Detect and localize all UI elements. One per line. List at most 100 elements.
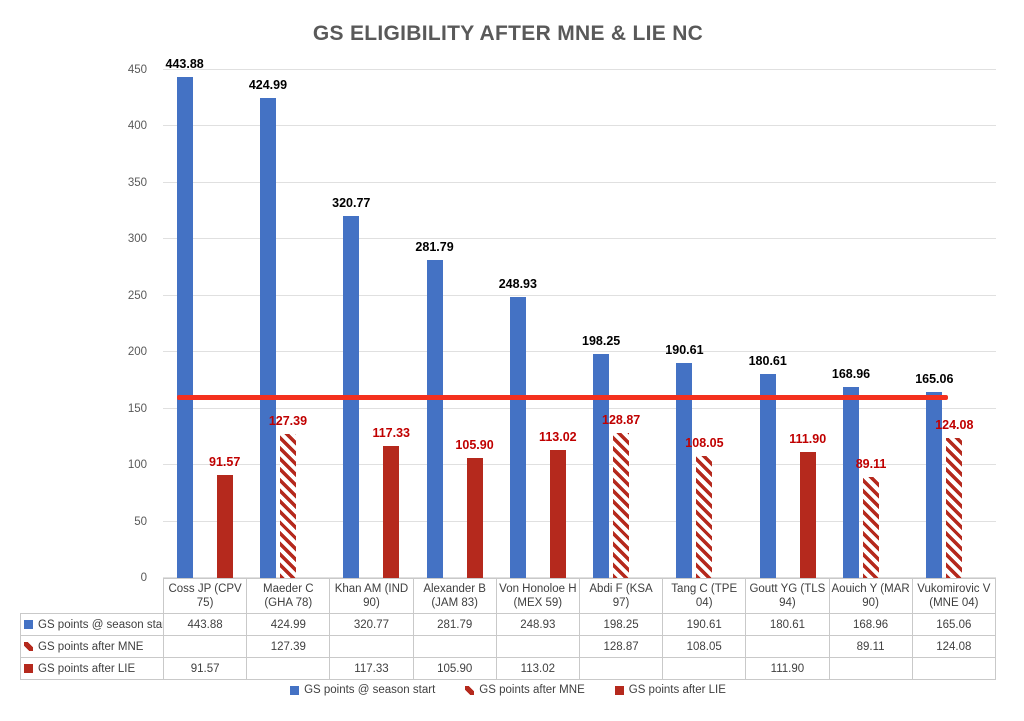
table-cell: 248.93 (495, 613, 580, 636)
y-axis-tick-label: 350 (127, 176, 147, 189)
gridline (163, 464, 996, 466)
bar-slot (300, 70, 316, 578)
bar-slot: 165.06 (915, 70, 953, 578)
bar-slot: 424.99 (249, 70, 287, 578)
bar-slot (883, 70, 899, 578)
gridline (163, 577, 996, 578)
table-cell: 124.08 (911, 635, 997, 658)
y-axis-tick-label: 450 (127, 64, 147, 76)
bar-value-label: 248.93 (498, 277, 537, 291)
bar-slot (447, 70, 463, 578)
bar-value-label: 117.33 (372, 425, 411, 440)
bar-slot: 111.90 (789, 70, 826, 578)
legend-swatch-icon (465, 685, 475, 695)
gridline (163, 520, 996, 522)
table-header-cell: Tang C (TPE 04) (662, 578, 747, 614)
bar-slot: 128.87 (602, 70, 640, 578)
table-cell (828, 657, 913, 680)
bar-value-label: 89.11 (855, 457, 887, 472)
y-axis-tick-label: 0 (140, 572, 147, 584)
legend-item: GS points @ season start (290, 684, 435, 696)
bar-value-label: 105.90 (455, 438, 494, 453)
bar-slot: 105.90 (455, 70, 494, 578)
table-cell: 89.11 (828, 635, 913, 658)
table-header-cell: Von Honoloe H (MEX 59) (495, 578, 580, 614)
bar-value-label: 180.61 (748, 354, 787, 369)
bar-hatched-red (696, 456, 713, 578)
y-axis-tick-label: 250 (127, 289, 147, 302)
legend-label: GS points @ season start (304, 684, 436, 696)
gridline (163, 125, 996, 127)
y-axis-tick-label: 300 (127, 233, 147, 246)
table-header-cell: Alexander B (JAM 83) (412, 578, 497, 614)
legend-swatch-icon (614, 685, 624, 695)
bar-slot: 89.11 (856, 70, 886, 578)
bar-solid-blue (426, 259, 443, 578)
table-cell: 113.02 (495, 657, 580, 680)
bar-group: 180.61 111.90 (746, 70, 829, 578)
bar-hatched-red (946, 437, 963, 578)
bar-group: 198.25 128.87 (579, 70, 662, 578)
y-axis-tick-label: 150 (127, 402, 147, 415)
bar-value-label: 198.25 (582, 334, 621, 349)
gridline (163, 294, 996, 296)
gridline (163, 351, 996, 353)
bar-slot: 443.88 (166, 57, 204, 578)
y-axis-labels: 0 50 100 150 200 250 300 350 400 450 (100, 64, 155, 584)
plot-area: 443.88 91.57 424.99 127.39 320.77 117.33 281.7… (163, 57, 996, 578)
bar-value-label: 168.96 (831, 367, 871, 382)
bar-solid-blue (759, 374, 776, 578)
bar-slot: 168.96 (832, 70, 870, 578)
table-header-row: Coss JP (CPV 75) Maeder C (GHA 78) Khan AM… (20, 578, 997, 614)
bar-solid-blue (259, 98, 276, 578)
bar-solid-blue (593, 354, 610, 578)
bar-value-label: 124.08 (935, 417, 974, 432)
bar-slot: 124.08 (935, 70, 973, 578)
legend-label: GS points after MNE (479, 684, 585, 696)
table-cell: 91.57 (162, 657, 248, 680)
gridline (163, 69, 996, 70)
bar-solid-red (216, 474, 233, 578)
legend-label: GS points after LIE (628, 684, 726, 696)
bar-slot: 113.02 (539, 70, 577, 578)
table-cell: 281.79 (412, 613, 497, 636)
table-corner-cell (20, 578, 164, 614)
table-cell (911, 657, 997, 680)
table-cell (578, 657, 664, 680)
bar-groups: 443.88 91.57 424.99 127.39 320.77 117.33 281.7… (163, 57, 996, 578)
table-row: GS points after LIE 91.57 117.33 105.90 113.… (20, 657, 997, 680)
table-header-cell: Khan AM (IND 90) (329, 578, 414, 614)
gridline (163, 407, 996, 409)
table-cell (495, 635, 580, 658)
bar-slot (716, 70, 732, 578)
table-cell: 443.88 (162, 613, 248, 636)
bar-group: 165.06 124.08 (913, 70, 996, 578)
bar-hatched-red (613, 432, 630, 578)
threshold-line (177, 394, 948, 400)
table-cell: 165.06 (911, 613, 997, 636)
bar-group: 248.93 113.02 (496, 70, 579, 578)
bar-solid-red (466, 458, 483, 578)
table-cell: 117.33 (329, 657, 414, 680)
table-header-cell: Abdi F (KSA 97) (578, 578, 664, 614)
bar-slot: 320.77 (332, 70, 370, 578)
bar-value-label: 281.79 (415, 239, 454, 254)
bar-value-label: 165.06 (915, 371, 954, 386)
table-cell: 128.87 (578, 635, 664, 658)
bar-slot: 198.25 (582, 70, 620, 578)
bar-slot (530, 70, 546, 578)
bar-value-label: 190.61 (665, 342, 704, 357)
bar-solid-red (549, 450, 566, 578)
bar-slot: 91.57 (209, 70, 240, 578)
gridline (163, 181, 996, 183)
bar-slot (197, 70, 213, 578)
bar-group: 320.77 117.33 (330, 70, 413, 578)
table-cell (246, 657, 331, 680)
bar-hatched-red (863, 477, 880, 578)
legend-swatch-icon (290, 685, 300, 695)
data-table: Coss JP (CPV 75) Maeder C (GHA 78) Khan AM… (20, 578, 997, 680)
table-cell: 108.05 (662, 635, 747, 658)
bar-solid-blue (509, 297, 526, 578)
bar-value-label: 320.77 (332, 195, 371, 210)
